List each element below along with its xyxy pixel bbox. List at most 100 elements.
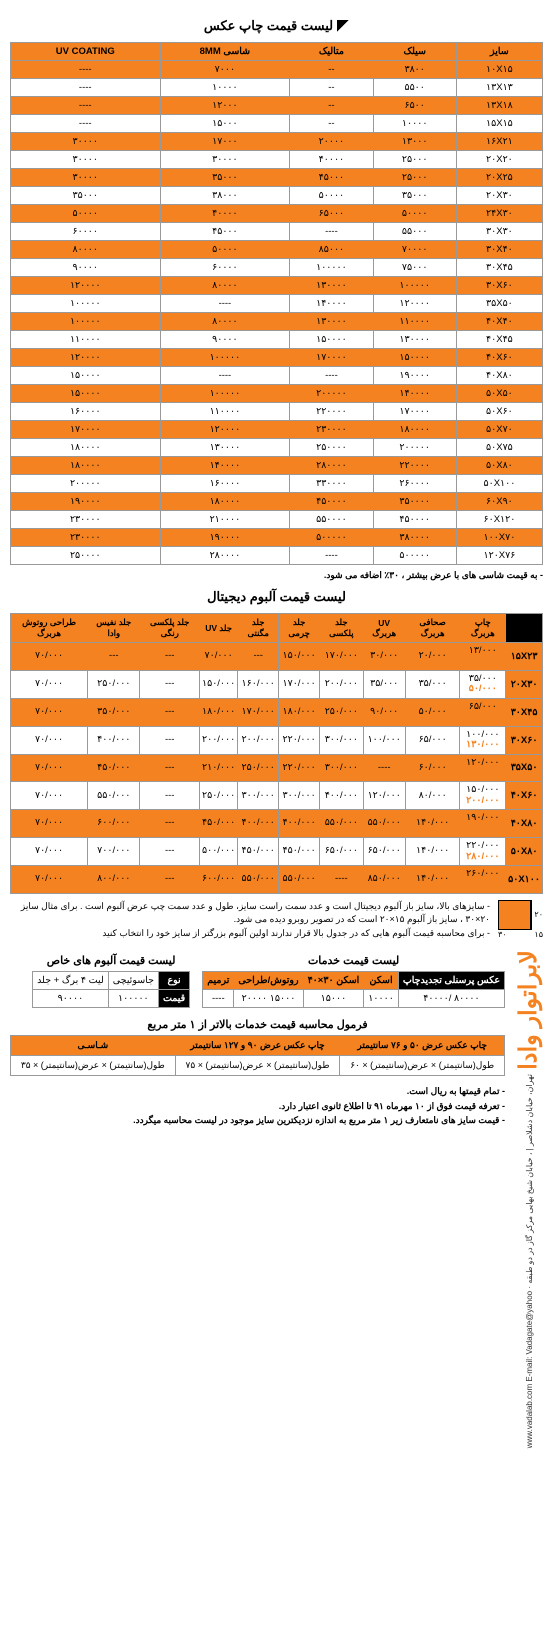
t1-cell: ۱۵۰۰۰۰ (373, 349, 456, 367)
t1-cell: ۵۰۰۰۰ (11, 205, 161, 223)
t2-cell: ۵۵۰/۰۰۰ (363, 810, 405, 838)
t2-cell: --- (140, 810, 200, 838)
t1-cell: ۱۷۰۰۰۰ (11, 421, 161, 439)
title1-text: لیست قیمت چاپ عکس (204, 18, 333, 34)
t2-cell: ۷۰/۰۰۰ (11, 754, 88, 782)
sp-h1: نوع (158, 972, 189, 990)
t1-header: UV COATING (11, 43, 161, 61)
t1-cell: -- (290, 115, 373, 133)
t1-cell: ۱۱۰۰۰۰ (11, 331, 161, 349)
sv-header: اسکن ۳۰×۴۰ (303, 972, 364, 990)
t1-cell: -- (290, 79, 373, 97)
t1-cell: ۲۸۰۰۰۰ (160, 547, 290, 565)
t1-cell: ۲۲۰۰۰۰ (290, 403, 373, 421)
t2-cell: ۱۲۰/۰۰۰ (363, 782, 405, 810)
t1-cell: -- (290, 97, 373, 115)
t2-cell: ۲۰۰/۰۰۰ (320, 670, 363, 698)
diagram-br: ۳۰ (498, 930, 507, 939)
t2-cell: ۴۵۰/۰۰۰ (238, 838, 279, 866)
t1-cell: ۴۵۰۰۰ (160, 223, 290, 241)
t1-cell: ۱۰۰۰۰۰ (290, 259, 373, 277)
t1-cell: ۵۰۰۰۰۰ (290, 529, 373, 547)
t2-cell: ۴۰۰/۰۰۰ (238, 810, 279, 838)
t1-cell: ۴۰X۴۵ (456, 331, 542, 349)
t2-cell: ۱۴۰/۰۰۰ (405, 866, 460, 894)
t2-cell: ۳۰۰/۰۰۰ (320, 726, 363, 754)
t2-cell: ۷۰/۰۰۰ (11, 670, 88, 698)
t1-cell: ۲۳۰۰۰۰ (11, 511, 161, 529)
t2-cell: ۷۰/۰۰۰ (11, 866, 88, 894)
t2-cell: ۷۰/۰۰۰ (11, 643, 88, 671)
t2-cell: ۱۵۰/۰۰۰۲۰۰/۰۰۰ (460, 782, 506, 810)
t2-header: جلد پلکسی (320, 614, 363, 643)
t1-header: شاسی 8MM (160, 43, 290, 61)
t1-cell: ۴۵۰۰۰۰ (373, 511, 456, 529)
t1-cell: ۲۶۰۰۰۰ (373, 475, 456, 493)
t1-cell: ۴۰X۸۰ (456, 367, 542, 385)
t1-cell: ۲۰۰۰۰۰ (290, 385, 373, 403)
t1-cell: ۲۳۰۰۰۰ (11, 529, 161, 547)
t2-size: ۳۰X۶۰ (506, 726, 543, 754)
t2-cell: ۴۵۰/۰۰۰ (199, 810, 237, 838)
t1-cell: ۱۷۰۰۰ (160, 133, 290, 151)
t2-header: جلد پلکسی رنگی (140, 614, 200, 643)
t1-cell: ۲۵۰۰۰۰ (290, 439, 373, 457)
t1-cell: ۵۰۰۰۰ (160, 241, 290, 259)
t2-cell: ۴۰۰/۰۰۰ (88, 726, 140, 754)
t1-cell: ۱۶X۲۱ (456, 133, 542, 151)
t1-cell: ۴۰۰۰۰ (290, 151, 373, 169)
t2-cell: ۱۹۰/۰۰۰۲۵۰/۰۰۰ (460, 810, 506, 838)
t1-cell: -- (290, 61, 373, 79)
t2-cell: ۱۶۰/۰۰۰ (238, 670, 279, 698)
t1-cell: ۳۵۰۰۰ (373, 187, 456, 205)
t2-cell: ۷۰/۰۰۰ (11, 838, 88, 866)
t2-cell: ۵۵۰/۰۰۰ (320, 810, 363, 838)
brand-column: لابراتوار وادا تهران، خیابان دشلاصر | ، … (515, 950, 543, 1448)
t1-cell: ---- (160, 367, 290, 385)
t2-cell: ۶۵/۰۰۰ (405, 726, 460, 754)
t2-size: ۴۰X۸۰ (506, 810, 543, 838)
t1-cell: ۳۵۰۰۰۰ (373, 493, 456, 511)
t2-cell: ۳۰/۰۰۰ (363, 643, 405, 671)
brand-logo: لابراتوار وادا (515, 950, 543, 1070)
t2-cell: --- (140, 726, 200, 754)
t2-cell: ۲۰۰/۰۰۰ (199, 726, 237, 754)
t1-cell: ۱۴۰۰۰۰ (373, 385, 456, 403)
t2-cell: ۷۰/۰۰۰ (11, 782, 88, 810)
t1-cell: ۱۰۰۰۰۰ (160, 349, 290, 367)
t2-cell: ۳۵/۰۰۰۵۰/۰۰۰ (460, 670, 506, 698)
t2-cell: ۸۰/۰۰۰ (405, 782, 460, 810)
t2-header: جلد مگنتی (238, 614, 279, 643)
t2-size: ۳۰X۴۵ (506, 698, 543, 726)
t1-cell: ۲۰X۲۰ (456, 151, 542, 169)
t2-cell: ۲۲۰/۰۰۰۲۸۰/۰۰۰ (460, 838, 506, 866)
t1-cell: ۱۳۰۰۰۰ (160, 439, 290, 457)
t1-cell: ۱۴۰۰۰۰ (160, 457, 290, 475)
t1-cell: ۳۰۰۰۰ (11, 151, 161, 169)
t2-cell: ۲۰/۰۰۰ (405, 643, 460, 671)
t1-cell: ۵۰X۷۰ (456, 421, 542, 439)
t2-cell: ۶۰۰/۰۰۰ (88, 810, 140, 838)
t1-cell: ۱۳۰۰۰۰ (290, 277, 373, 295)
t2-cell: ۷۰/۰۰۰ (11, 810, 88, 838)
t1-cell: ۱۱۰۰۰۰ (160, 403, 290, 421)
t1-cell: ۸۰۰۰۰ (11, 241, 161, 259)
t1-cell: ---- (290, 547, 373, 565)
t1-cell: ۱۰۰۰۰ (373, 115, 456, 133)
t2-cell: ۱۴۰/۰۰۰ (405, 838, 460, 866)
t1-cell: ۷۰۰۰۰ (373, 241, 456, 259)
t2-cell: ۷۰/۰۰۰ (11, 698, 88, 726)
t1-cell: ۴۵۰۰۰۰ (290, 493, 373, 511)
t1-cell: ۳۰X۶۰ (456, 277, 542, 295)
t1-cell: ۱۲۰X۷۶ (456, 547, 542, 565)
t2-cell: ۱۰۰/۰۰۰ (363, 726, 405, 754)
t1-cell: ۹۰۰۰۰ (160, 331, 290, 349)
t2-cell: --- (140, 782, 200, 810)
t2-cell: --- (140, 866, 200, 894)
t2-cell: --- (140, 838, 200, 866)
t2-size: ۲۰X۳۰ (506, 670, 543, 698)
t1-cell: ۱۸۰۰۰۰ (11, 439, 161, 457)
t2-size: ۵۰X۱۰۰ (506, 866, 543, 894)
t2-cell: ۱۵۰/۰۰۰ (279, 643, 320, 671)
t1-cell: ۷۵۰۰۰ (373, 259, 456, 277)
